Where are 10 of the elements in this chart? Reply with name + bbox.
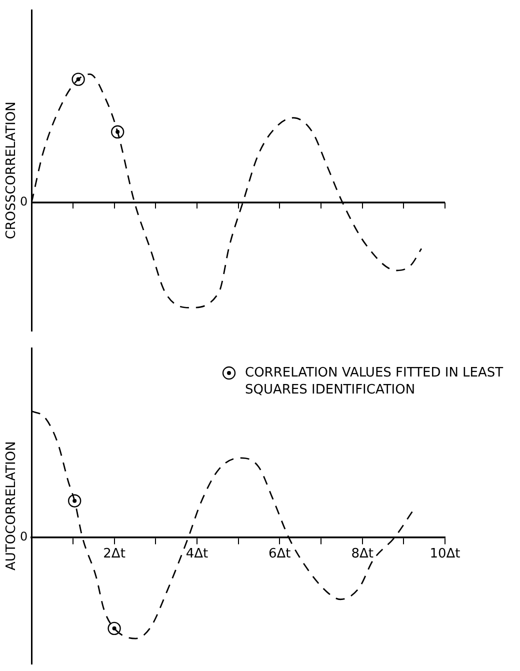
x-tick-label: 10Δt (430, 546, 460, 562)
ref-line-label: 0 (20, 194, 28, 209)
y-axis-title: CROSSCORRELATION (4, 102, 20, 240)
x-tick-label: 6Δt (268, 546, 291, 562)
y-axis-title: AUTOCORRELATION (4, 441, 20, 571)
x-tick-label: 8Δt (351, 546, 374, 562)
x-tick-label: 4Δt (186, 546, 208, 562)
text: 0 (20, 530, 28, 544)
x-tick-label: 2Δt (103, 546, 126, 562)
legend-label: CORRELATION VALUES FITTED IN LEAST SQUARES IDENTIFICATION (245, 365, 504, 398)
